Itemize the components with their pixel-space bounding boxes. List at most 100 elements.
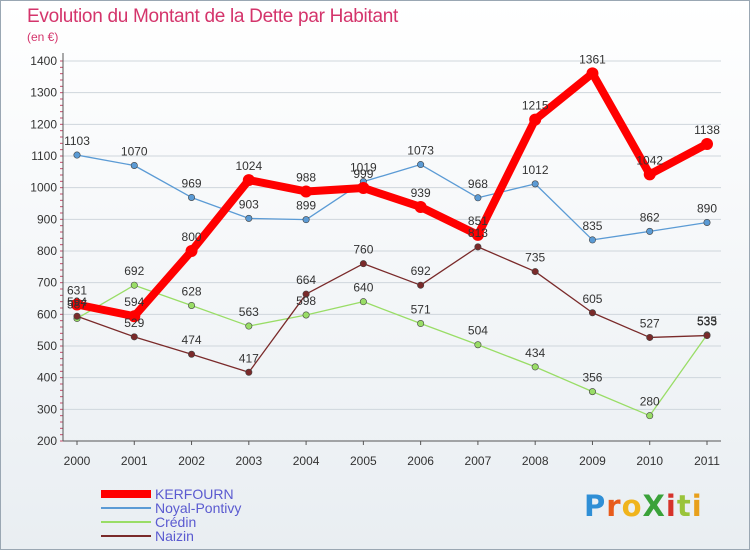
data-label: 527 bbox=[640, 316, 660, 330]
data-label: 535 bbox=[697, 314, 717, 328]
data-label: 899 bbox=[296, 199, 316, 213]
data-point bbox=[529, 113, 542, 126]
legend-label: KERFOURN bbox=[155, 486, 234, 502]
y-tick-label: 700 bbox=[37, 276, 57, 290]
data-label: 1215 bbox=[522, 99, 549, 113]
series-line-kerfourn bbox=[73, 69, 711, 321]
data-point bbox=[586, 67, 599, 80]
series-line-crédin bbox=[76, 284, 708, 417]
data-point bbox=[245, 368, 253, 376]
data-point bbox=[701, 137, 713, 150]
data-label: 280 bbox=[640, 395, 660, 409]
x-tick-label: 2002 bbox=[178, 454, 205, 468]
y-tick-label: 1000 bbox=[30, 181, 57, 195]
y-tick-label: 200 bbox=[37, 434, 57, 448]
data-label: 474 bbox=[182, 333, 202, 347]
data-point bbox=[417, 320, 425, 328]
data-label: 529 bbox=[124, 316, 144, 330]
logo-letter: o bbox=[621, 489, 643, 523]
data-point bbox=[474, 194, 482, 202]
y-tick-label: 1200 bbox=[30, 117, 57, 131]
data-label: 1103 bbox=[64, 134, 90, 148]
axes: 200 300 400 500 600 700 800 900 1000 1100 1200 1300… bbox=[30, 53, 721, 468]
data-label: 434 bbox=[525, 346, 545, 360]
data-point bbox=[302, 311, 310, 319]
data-label: 939 bbox=[411, 186, 431, 200]
grid-lines bbox=[63, 60, 721, 442]
data-point bbox=[242, 174, 255, 187]
series-line-naizin bbox=[76, 246, 708, 373]
data-label: 1042 bbox=[636, 153, 663, 167]
data-label: 605 bbox=[582, 292, 602, 306]
x-tick-label: 2001 bbox=[121, 454, 148, 468]
data-point bbox=[357, 181, 370, 194]
data-label: 988 bbox=[296, 170, 316, 184]
data-point bbox=[73, 312, 81, 320]
x-tick-label: 2000 bbox=[64, 454, 91, 468]
data-label: 890 bbox=[697, 202, 717, 216]
data-label: 594 bbox=[67, 295, 87, 309]
data-label: 800 bbox=[182, 230, 202, 244]
data-label: 631 bbox=[67, 284, 87, 298]
y-tick-label: 300 bbox=[37, 402, 57, 416]
data-label: 862 bbox=[640, 210, 660, 224]
data-point bbox=[302, 216, 310, 224]
data-label: 533 bbox=[697, 315, 717, 329]
data-point bbox=[588, 388, 596, 396]
data-point bbox=[302, 290, 310, 298]
proxiti-logo: ProXiti bbox=[584, 489, 703, 523]
chart-title: Evolution du Montant de la Dette par Hab… bbox=[27, 6, 398, 27]
data-label: 594 bbox=[124, 295, 144, 309]
data-label: 969 bbox=[182, 176, 202, 190]
series-group bbox=[71, 67, 713, 420]
data-point bbox=[359, 260, 367, 268]
data-point bbox=[703, 219, 711, 227]
data-point bbox=[359, 298, 367, 306]
data-point bbox=[417, 161, 425, 169]
data-point bbox=[130, 281, 138, 289]
data-label: 999 bbox=[353, 167, 373, 181]
data-label: 835 bbox=[582, 219, 602, 233]
data-label: 760 bbox=[353, 243, 373, 257]
data-label: 628 bbox=[182, 284, 202, 298]
data-labels: 1103 1070 969 903 899 1019 1073 968 1012 835 862 89… bbox=[64, 52, 720, 408]
data-point bbox=[73, 151, 81, 159]
x-tick-label: 2006 bbox=[407, 454, 434, 468]
data-point bbox=[588, 309, 596, 317]
data-label: 1019 bbox=[350, 161, 377, 175]
data-point bbox=[474, 341, 482, 349]
legend-label: Crédin bbox=[155, 514, 196, 530]
data-point bbox=[300, 185, 313, 198]
data-label: 851 bbox=[468, 214, 488, 228]
data-point bbox=[703, 332, 711, 340]
data-label: 1361 bbox=[579, 52, 606, 66]
data-point bbox=[130, 333, 138, 341]
data-label: 1024 bbox=[235, 159, 262, 173]
y-tick-label: 800 bbox=[37, 244, 57, 258]
data-point bbox=[474, 243, 482, 251]
data-point bbox=[188, 193, 196, 201]
x-tick-label: 2004 bbox=[293, 454, 320, 468]
logo-letter: t bbox=[676, 489, 692, 523]
data-point bbox=[128, 310, 141, 323]
data-point bbox=[245, 322, 253, 330]
data-point bbox=[471, 228, 484, 241]
x-tick-label: 2010 bbox=[636, 454, 663, 468]
data-point bbox=[646, 412, 654, 420]
data-point bbox=[531, 180, 539, 188]
data-label: 1138 bbox=[694, 123, 720, 137]
data-point bbox=[130, 162, 138, 170]
legend-label: Naizin bbox=[155, 528, 194, 544]
data-point bbox=[646, 227, 654, 235]
logo-letter: X bbox=[642, 489, 666, 523]
y-tick-label: 500 bbox=[37, 339, 57, 353]
data-label: 563 bbox=[239, 305, 259, 319]
data-label: 903 bbox=[239, 197, 259, 211]
data-label: 1070 bbox=[121, 145, 148, 159]
data-point bbox=[188, 301, 196, 309]
y-tick-label: 1400 bbox=[30, 54, 57, 68]
y-tick-label: 1300 bbox=[30, 86, 57, 100]
x-tick-label: 2003 bbox=[235, 454, 262, 468]
